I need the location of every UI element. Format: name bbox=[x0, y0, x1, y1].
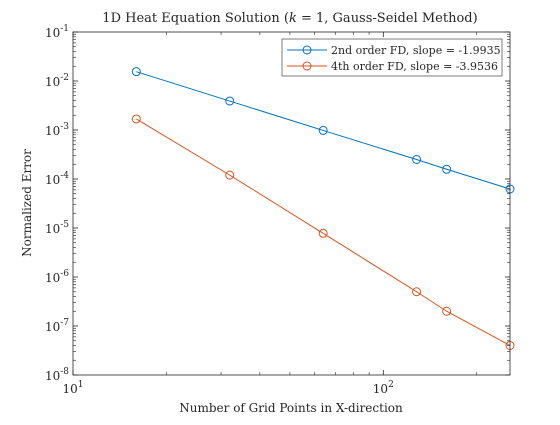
series-2-point bbox=[318, 228, 328, 238]
series-2-point bbox=[412, 287, 422, 297]
plot-area bbox=[73, 32, 510, 375]
series-1-point bbox=[131, 67, 141, 77]
series-line-2 bbox=[136, 118, 511, 346]
series-layer bbox=[131, 67, 515, 350]
y-tick-label: 10-1 bbox=[45, 24, 69, 40]
y-tick-label: 10-8 bbox=[45, 367, 69, 383]
legend-marker-series-1 bbox=[302, 45, 312, 55]
chart-title: 1D Heat Equation Solution (k = 1, Gauss-… bbox=[102, 11, 477, 26]
y-tick-label: 10-2 bbox=[45, 73, 69, 89]
y-tick-label: 10-4 bbox=[45, 171, 69, 187]
legend-label-series-2: 4th order FD, slope = -3.9536 bbox=[331, 60, 498, 73]
plot-frame bbox=[72, 31, 511, 376]
tick-layer: 101 102 10-8 10-7 10-6 10-5 10-4 10-3 10-2 10-1 bbox=[45, 24, 510, 396]
series-1-point bbox=[442, 164, 452, 174]
series-1-point bbox=[225, 96, 235, 106]
y-tick-label: 10-3 bbox=[45, 122, 69, 138]
series-2-point bbox=[442, 306, 452, 316]
series-2-point bbox=[225, 170, 235, 180]
series-line-1 bbox=[136, 71, 511, 190]
legend-marker-series-2 bbox=[302, 61, 312, 71]
x-axis-label: Number of Grid Points in X-direction bbox=[179, 401, 403, 415]
y-axis-label: Normalized Error bbox=[20, 149, 34, 257]
series-1-point bbox=[412, 155, 422, 164]
x-tick-label: 102 bbox=[373, 380, 394, 396]
legend-box bbox=[281, 38, 503, 77]
series-1-point bbox=[318, 125, 328, 135]
legend: 2nd order FD, slope = -1.9935 4th order … bbox=[281, 38, 503, 77]
y-tick-label: 10-7 bbox=[45, 318, 69, 334]
legend-label-series-1: 2nd order FD, slope = -1.9935 bbox=[331, 44, 501, 57]
y-tick-label: 10-5 bbox=[45, 220, 69, 236]
y-tick-label: 10-6 bbox=[45, 269, 69, 285]
x-tick-label: 101 bbox=[62, 380, 83, 396]
series-2-point bbox=[131, 114, 141, 124]
